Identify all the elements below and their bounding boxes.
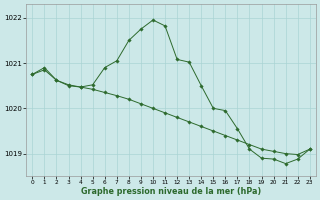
X-axis label: Graphe pression niveau de la mer (hPa): Graphe pression niveau de la mer (hPa): [81, 187, 261, 196]
